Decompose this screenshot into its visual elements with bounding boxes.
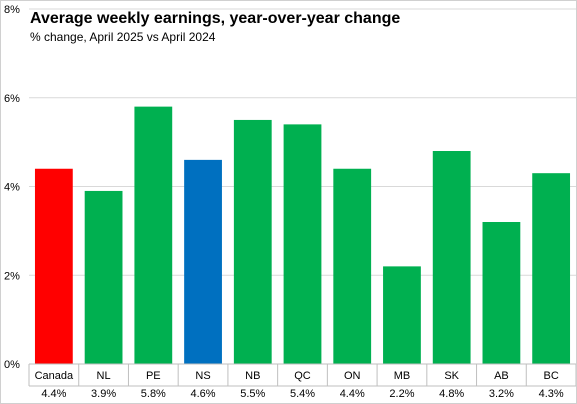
bar-ns [184, 159, 222, 364]
chart-title: Average weekly earnings, year-over-year … [30, 10, 401, 27]
data-label: 5.8% [141, 388, 166, 400]
y-tick-label: 6% [4, 93, 20, 105]
chart-subtitle: % change, April 2025 vs April 2024 [30, 30, 216, 44]
bar-nb [233, 119, 272, 364]
data-label: 3.9% [91, 388, 116, 400]
bar-bc [532, 173, 571, 364]
data-label: 3.2% [489, 388, 514, 400]
x-tick-label: QC [294, 370, 311, 382]
y-tick-label: 0% [4, 359, 20, 371]
data-label: 5.4% [290, 388, 315, 400]
x-tick-label: MB [394, 370, 411, 382]
x-tick-label: NB [245, 370, 260, 382]
x-tick-label: Canada [35, 370, 74, 382]
bar-ab [482, 222, 521, 364]
y-tick-label: 4% [4, 182, 20, 194]
bar-canada [34, 168, 73, 364]
data-label: 4.3% [539, 388, 564, 400]
x-tick-label: BC [543, 370, 558, 382]
bar-pe [134, 106, 173, 364]
x-tick-label: NS [195, 370, 210, 382]
bar-on [333, 168, 372, 364]
y-tick-label: 2% [4, 270, 20, 282]
data-label: 2.2% [389, 388, 414, 400]
bar-mb [383, 266, 421, 364]
bar-nl [84, 190, 123, 364]
x-tick-label: PE [146, 370, 161, 382]
data-label: 4.6% [191, 388, 216, 400]
bar-sk [432, 151, 471, 364]
data-label: 4.4% [41, 388, 66, 400]
x-tick-label: NL [97, 370, 111, 382]
x-tick-label: ON [344, 370, 361, 382]
data-label: 5.5% [240, 388, 265, 400]
data-label: 4.8% [439, 388, 464, 400]
bar-qc [283, 124, 322, 364]
data-label: 4.4% [340, 388, 365, 400]
x-tick-label: SK [444, 370, 459, 382]
y-tick-label: 8% [4, 4, 20, 16]
x-tick-label: AB [494, 370, 509, 382]
